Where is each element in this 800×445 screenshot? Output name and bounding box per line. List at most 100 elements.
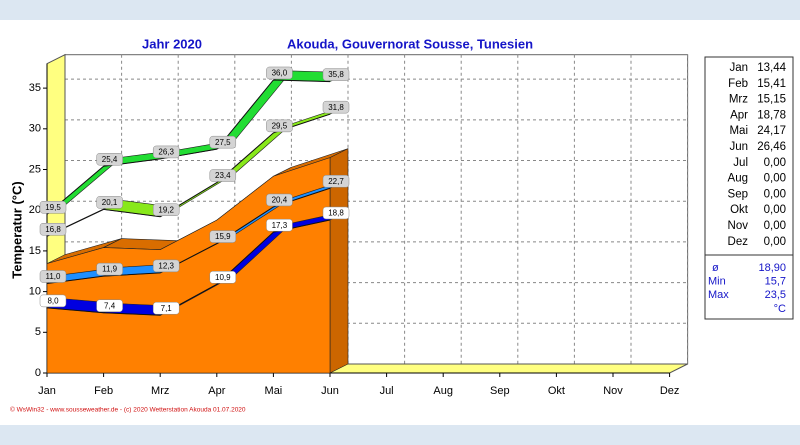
- value-label: 25,4: [102, 155, 118, 164]
- value-label-box: [209, 271, 237, 284]
- table-value: 15,41: [757, 78, 786, 90]
- x-tick-label: Dez: [660, 385, 680, 397]
- area: [46, 157, 331, 374]
- y-axis-label: Temperatur (°C): [9, 181, 24, 278]
- table-month: Jan: [729, 62, 748, 74]
- x-tick-label: Sep: [490, 385, 510, 397]
- table-value: 0,00: [764, 204, 786, 216]
- value-label: 31,8: [328, 103, 344, 112]
- x-tick-label: Feb: [94, 385, 113, 397]
- value-label: 36,0: [272, 69, 288, 78]
- value-label-box: [96, 262, 123, 276]
- summary-value: 18,90: [758, 262, 786, 274]
- value-label: 12,3: [158, 261, 174, 270]
- value-label: 7,4: [104, 301, 116, 310]
- y-tick-label: 35: [29, 82, 41, 94]
- value-label: 20,1: [102, 198, 118, 207]
- summary-label: Max: [708, 289, 729, 301]
- series-line: [46, 79, 331, 215]
- value-label: 11,9: [102, 265, 118, 274]
- value-label: 7,1: [161, 304, 173, 313]
- x-tick-label: Nov: [603, 385, 623, 397]
- value-label: 18,8: [328, 209, 344, 218]
- value-label-box: [209, 169, 237, 182]
- y-tick-label: 5: [35, 326, 41, 338]
- value-label: 8,0: [47, 296, 59, 305]
- table-month: Okt: [730, 204, 749, 216]
- value-label-box: [152, 259, 180, 273]
- table-month: Aug: [728, 173, 748, 185]
- table-month: Dez: [728, 236, 749, 248]
- value-label-box: [39, 270, 67, 283]
- value-label: 10,9: [215, 273, 231, 282]
- x-tick-label: Jan: [38, 385, 56, 397]
- value-label-box: [209, 230, 237, 243]
- x-tick-label: Aug: [433, 385, 453, 397]
- value-label-box: [152, 145, 180, 159]
- value-label-box: [152, 301, 180, 315]
- table-value: 15,15: [757, 94, 786, 106]
- chart-title: Jahr 2020: [142, 36, 202, 51]
- value-label-box: [266, 218, 293, 232]
- x-tick-label: Mai: [265, 385, 283, 397]
- table-month: Mai: [729, 125, 748, 137]
- table-value: 0,00: [764, 220, 786, 232]
- value-label-box: [96, 196, 123, 209]
- summary-value: 23,5: [765, 289, 786, 301]
- value-label-box: [209, 135, 237, 149]
- value-label: 29,5: [272, 121, 288, 130]
- table-value: 0,00: [764, 173, 786, 185]
- value-label-box: [322, 174, 350, 188]
- table-month: Sep: [728, 188, 748, 200]
- value-label-box: [322, 68, 350, 81]
- value-label: 20,4: [272, 196, 288, 205]
- value-label-box: [266, 193, 293, 207]
- y-tick-label: 20: [29, 204, 41, 216]
- table-month: Mrz: [729, 94, 748, 106]
- value-label: 19,2: [158, 205, 174, 214]
- side-table: [704, 56, 794, 320]
- x-tick-label: Jul: [380, 385, 394, 397]
- y-tick-label: 15: [29, 245, 41, 257]
- table-month: Jul: [733, 157, 748, 169]
- value-label: 19,5: [45, 203, 61, 212]
- table-month: Apr: [730, 109, 748, 121]
- x-tick-label: Jun: [321, 385, 339, 397]
- chart-subtitle: Akouda, Gouvernorat Sousse, Tunesien: [287, 36, 533, 51]
- y-tick-label: 0: [35, 367, 41, 379]
- table-value: 0,00: [764, 157, 786, 169]
- summary-label: Min: [708, 275, 726, 287]
- x-tick-label: Mrz: [151, 385, 169, 397]
- value-label-box: [266, 119, 293, 133]
- value-label-box: [39, 201, 67, 214]
- x-tick-label: Okt: [548, 385, 565, 397]
- value-label-box: [39, 294, 67, 308]
- table-value: 24,17: [757, 125, 786, 137]
- table-value: 0,00: [764, 236, 786, 248]
- table-value: 13,44: [757, 62, 786, 74]
- value-label-box: [322, 206, 350, 220]
- footer: © WsWin32 - www.sousseweather.de - (c) 2…: [10, 406, 246, 414]
- table-month: Feb: [728, 78, 748, 90]
- value-label-box: [96, 299, 123, 313]
- y-tick-label: 25: [29, 163, 41, 175]
- value-label-box: [152, 203, 180, 216]
- summary-label: ø: [712, 262, 719, 274]
- value-label: 22,7: [328, 177, 344, 186]
- table-value: 0,00: [764, 188, 786, 200]
- y-tick-label: 10: [29, 286, 41, 298]
- summary-unit: °C: [774, 303, 786, 315]
- value-label: 35,8: [328, 70, 344, 79]
- table-value: 18,78: [757, 109, 786, 121]
- value-label-box: [266, 66, 293, 80]
- value-label-box: [39, 223, 67, 236]
- value-label: 16,8: [45, 225, 61, 234]
- value-label: 27,5: [215, 138, 231, 147]
- value-label: 15,9: [215, 232, 231, 241]
- value-label: 17,3: [272, 221, 288, 230]
- value-label: 23,4: [215, 171, 231, 180]
- value-label: 26,3: [158, 148, 174, 157]
- table-month: Jun: [729, 141, 748, 153]
- summary-value: 15,7: [765, 275, 786, 287]
